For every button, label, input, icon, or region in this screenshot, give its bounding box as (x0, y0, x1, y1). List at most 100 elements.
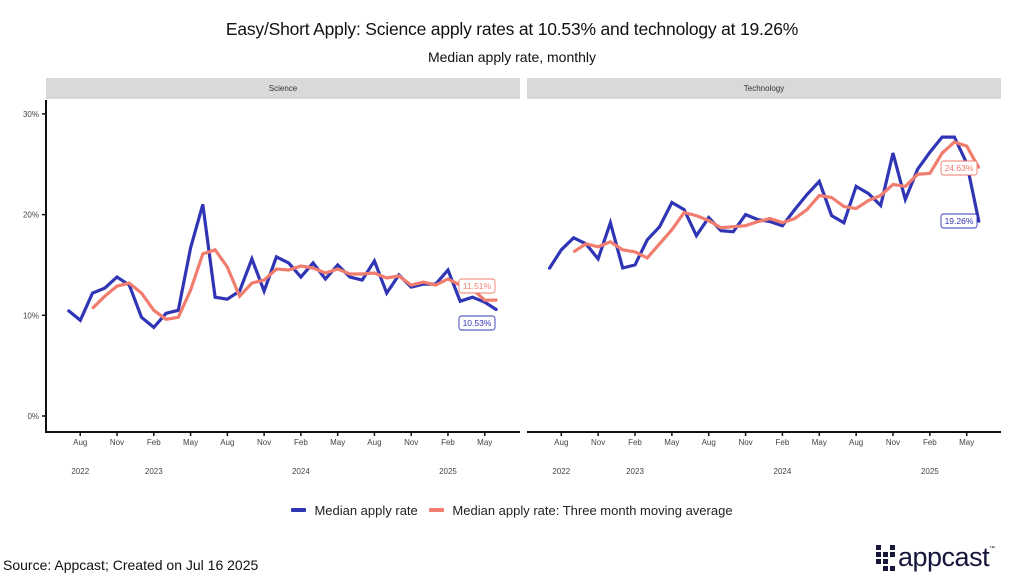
data-point-technology-median (978, 221, 980, 223)
data-point-technology-median (879, 204, 882, 207)
data-point-science-median (447, 269, 449, 271)
data-point-technology-median (634, 264, 636, 266)
data-point-science-median (104, 287, 106, 289)
legend-swatch-median (291, 508, 307, 512)
x-tick-label-technology: Nov (738, 438, 752, 447)
x-year-label-technology: 2024 (774, 467, 792, 476)
series-line-technology-median (547, 135, 981, 270)
data-point-technology-median (658, 225, 661, 228)
data-point-technology-moving-average (634, 251, 636, 253)
data-point-technology-moving-average (572, 251, 575, 253)
data-point-technology-moving-average (953, 141, 956, 143)
x-tick-label-science: Aug (367, 438, 381, 447)
data-point-technology-median (781, 224, 784, 227)
data-point-technology-median (916, 168, 919, 171)
data-point-technology-moving-average (732, 225, 735, 228)
x-tick-label-technology: May (959, 438, 974, 447)
source-note: Source: Appcast; Created on Jul 16 2025 (3, 557, 259, 573)
data-point-science-moving-average (447, 278, 449, 280)
x-tick-label-science: Feb (441, 438, 455, 447)
data-point-science-median (324, 278, 327, 280)
data-point-technology-median (855, 185, 857, 188)
data-point-technology-median (953, 136, 956, 138)
data-point-technology-median (904, 198, 907, 201)
data-point-science-moving-average (410, 284, 413, 286)
x-tick-label-technology: Nov (591, 438, 605, 447)
data-point-science-median (251, 258, 253, 260)
data-point-science-moving-average (336, 268, 339, 270)
data-point-science-median (79, 319, 82, 322)
appcast-logo: appcast ™ (876, 544, 995, 571)
x-year-label-science: 2023 (145, 467, 163, 476)
end-label-science-median: 10.53% (463, 318, 492, 328)
data-point-technology-median (843, 221, 845, 224)
x-tick-label-science: Aug (73, 438, 87, 447)
data-point-technology-median (548, 268, 550, 270)
legend-item-median: Median apply rate (291, 502, 418, 518)
data-point-science-moving-average (312, 267, 314, 269)
x-year-label-technology: 2025 (921, 467, 939, 476)
x-tick-label-science: Nov (257, 438, 271, 447)
end-label-box-technology-moving-average (940, 160, 978, 176)
data-point-technology-median (769, 220, 771, 223)
data-point-science-median (287, 262, 290, 264)
data-point-technology-median (695, 234, 698, 237)
data-point-science-moving-average (361, 273, 364, 275)
data-point-technology-moving-average (695, 214, 698, 217)
x-tick-label-science: Nov (110, 438, 124, 447)
data-point-science-median (471, 296, 474, 299)
data-point-science-median (91, 292, 94, 294)
end-label-technology-moving-average: 24.63% (945, 163, 974, 173)
data-point-science-moving-average (214, 249, 216, 251)
data-point-technology-median (572, 237, 575, 239)
data-point-science-moving-average (275, 268, 278, 270)
data-point-technology-median (621, 267, 624, 269)
data-point-technology-moving-average (683, 211, 685, 214)
data-point-science-median (263, 290, 265, 292)
data-point-science-moving-average (116, 285, 118, 287)
data-point-technology-moving-average (585, 243, 587, 245)
y-tick-label: 20% (23, 211, 39, 220)
data-point-technology-moving-average (916, 173, 919, 176)
end-label-science-moving-average: 11.51% (463, 281, 492, 291)
data-point-technology-moving-average (609, 241, 612, 243)
x-tick-label-science: Feb (294, 438, 308, 447)
end-label-box-science-moving-average (458, 278, 496, 294)
x-tick-label-technology: Aug (554, 438, 568, 447)
x-tick-label-science: May (330, 438, 345, 447)
data-point-science-median (177, 309, 180, 312)
x-tick-label-technology: Feb (628, 438, 642, 447)
data-point-technology-moving-average (818, 194, 821, 197)
data-point-science-median (189, 247, 192, 249)
x-tick-label-technology: Nov (886, 438, 900, 447)
data-point-science-moving-average (238, 295, 241, 298)
legend-label-median: Median apply rate (314, 502, 418, 518)
data-point-technology-moving-average (621, 249, 624, 251)
x-tick-label-science: Feb (147, 438, 161, 447)
series-line-technology-moving-average (572, 140, 981, 260)
data-point-science-moving-average (398, 275, 400, 277)
data-point-technology-moving-average (965, 145, 968, 147)
data-point-technology-median (793, 208, 796, 211)
data-point-science-median (165, 312, 167, 315)
legend-label-moving-average: Median apply rate: Three month moving av… (452, 502, 733, 518)
x-year-label-technology: 2022 (552, 467, 570, 476)
data-point-science-moving-average (189, 289, 192, 291)
y-tick-label: 30% (23, 110, 39, 119)
data-point-technology-moving-average (843, 205, 845, 208)
x-year-label-science: 2024 (292, 467, 310, 476)
data-point-science-moving-average (300, 265, 302, 267)
data-point-science-moving-average (202, 253, 204, 255)
data-point-technology-median (744, 213, 747, 216)
x-tick-label-science: Nov (404, 438, 418, 447)
data-point-science-moving-average (226, 266, 229, 268)
data-point-technology-moving-average (806, 208, 808, 211)
data-point-technology-median (941, 136, 943, 138)
x-tick-label-science: May (183, 438, 198, 447)
data-point-technology-moving-average (720, 226, 722, 229)
data-point-technology-moving-average (830, 196, 833, 199)
data-point-science-moving-average (483, 299, 486, 302)
data-point-science-median (202, 203, 204, 206)
data-point-science-median (349, 276, 351, 278)
y-tick-label: 0% (27, 412, 39, 421)
